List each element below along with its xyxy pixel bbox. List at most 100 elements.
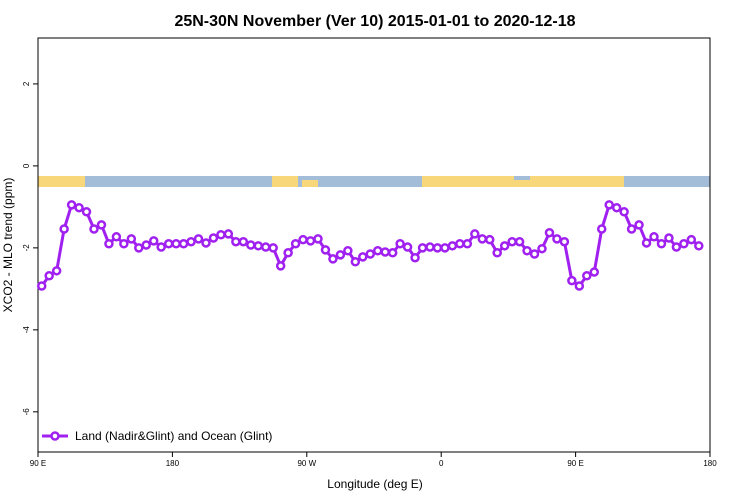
data-point [589,267,600,277]
data-point [686,234,697,245]
data-point [305,236,316,246]
x-tick-label: 90 E [30,459,46,468]
data-point [447,241,458,251]
data-point [163,239,174,249]
data-point [335,250,346,260]
data-point [596,224,607,234]
data-point [193,234,204,244]
data-point [664,233,674,243]
data-point [514,236,525,247]
data-point [298,234,308,245]
data-point [343,245,353,256]
data-point [59,224,69,234]
data-point [492,248,502,258]
legend-marker [50,431,60,441]
data-point [470,229,480,239]
data-point [36,281,47,291]
land-ocean-strip [38,176,710,187]
data-point [522,245,532,256]
x-tick-label: 90 E [567,459,583,468]
data-point [51,266,62,276]
data-point [208,233,219,243]
data-point [141,240,152,250]
data-point [552,234,562,244]
data-point [559,236,570,247]
data-point [671,242,682,252]
data-point [432,243,443,253]
y-tick-label: -6 [22,408,31,416]
data-point [156,242,166,252]
data-point [320,245,331,255]
data-point [417,243,428,253]
data-point [119,239,129,249]
data-point [574,281,585,291]
data-point [567,275,577,286]
data-point [81,207,92,217]
data-point [186,236,196,247]
data-point [395,239,405,249]
data-point [275,261,286,271]
x-tick-label: 180 [166,459,180,468]
x-axis-label: Longitude (deg E) [327,477,422,491]
data-point [89,224,99,234]
legend-label: Land (Nadir&Glint) and Ocean (Glint) [75,429,272,443]
data-point [231,236,241,247]
data-point [238,236,249,247]
data-point [283,248,293,258]
data-point [66,200,77,210]
data-point [462,239,473,249]
data-point [328,254,338,264]
data-point [656,239,667,249]
data-point [104,239,114,249]
data-point [641,238,652,248]
y-tick-label: 2 [22,81,31,86]
data-point [402,242,413,252]
data-point [604,200,614,210]
data-point [634,220,644,230]
x-tick-label: 0 [439,459,444,468]
data-point [529,249,540,259]
data-point [74,202,84,213]
data-point [268,243,278,253]
data-point [201,238,211,248]
y-tick-label: 0 [22,163,31,168]
data-point [507,236,517,247]
data-point [260,242,271,252]
y-tick-label: -4 [22,326,31,334]
x-tick-label: 90 W [297,459,316,468]
data-point [126,234,137,244]
data-point [619,207,629,217]
data-point [544,227,555,238]
data-point [694,241,704,251]
data-point [134,243,144,253]
data-point [148,236,159,246]
data-point [96,220,107,230]
data-point [350,257,361,267]
data-point [484,234,495,245]
plot-frame [37,37,711,453]
data-point [216,230,226,240]
y-axis-label: XCO2 - MLO trend (ppm) [1,178,15,313]
data-point [582,270,592,281]
data-point [679,239,689,249]
data-point [410,252,420,263]
data-point [372,245,383,256]
data-point [44,270,54,281]
data-point [111,232,122,242]
data-point [178,239,189,249]
data-point [611,202,622,213]
data-point [455,239,465,249]
data-point [253,241,264,251]
x-tick-label: 180 [703,459,717,468]
data-point [365,249,376,259]
data-point [246,240,256,250]
data-point [440,243,450,253]
data-point [499,241,510,251]
data-point [223,229,234,239]
y-tick-label: -2 [22,244,31,252]
chart-title: 25N-30N November (Ver 10) 2015-01-01 to … [174,13,575,30]
data-point [649,232,659,242]
data-point [477,234,488,244]
data-point [380,247,390,257]
